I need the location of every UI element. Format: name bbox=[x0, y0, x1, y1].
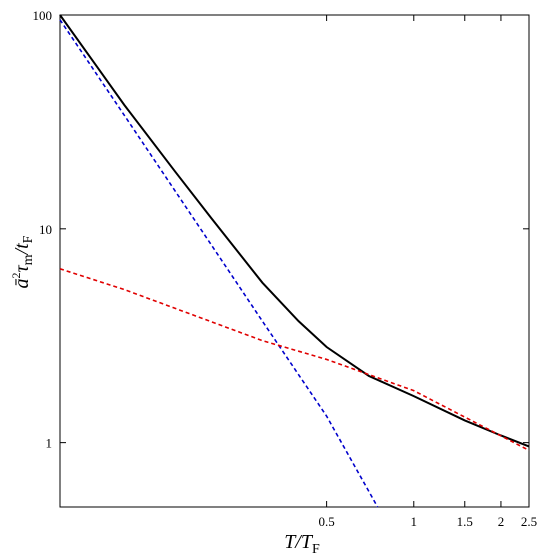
x-axis-label: T/TF bbox=[284, 531, 320, 555]
y-tick-label-3: 100 bbox=[33, 8, 53, 23]
y-axis-label: ā2τm/tF bbox=[9, 235, 36, 288]
y-tick-label-2: 10 bbox=[39, 222, 52, 237]
x-tick-label-2: 1 bbox=[411, 514, 418, 529]
series-line-2 bbox=[59, 19, 379, 508]
series-line-3 bbox=[59, 268, 530, 452]
x-tick-label-3: 1.5 bbox=[457, 514, 473, 529]
x-tick-label-1: 0.5 bbox=[318, 514, 334, 529]
x-tick-label-4: 2 bbox=[498, 514, 505, 529]
tick-layer: 0.5 1 1.5 2 2.5 1 10 100 bbox=[33, 8, 538, 529]
plot-frame bbox=[59, 14, 530, 508]
y-tick-label-1: 1 bbox=[46, 436, 53, 451]
series-layer bbox=[59, 14, 530, 508]
series-line-1 bbox=[59, 14, 530, 448]
x-tick-label-5: 2.5 bbox=[521, 514, 537, 529]
